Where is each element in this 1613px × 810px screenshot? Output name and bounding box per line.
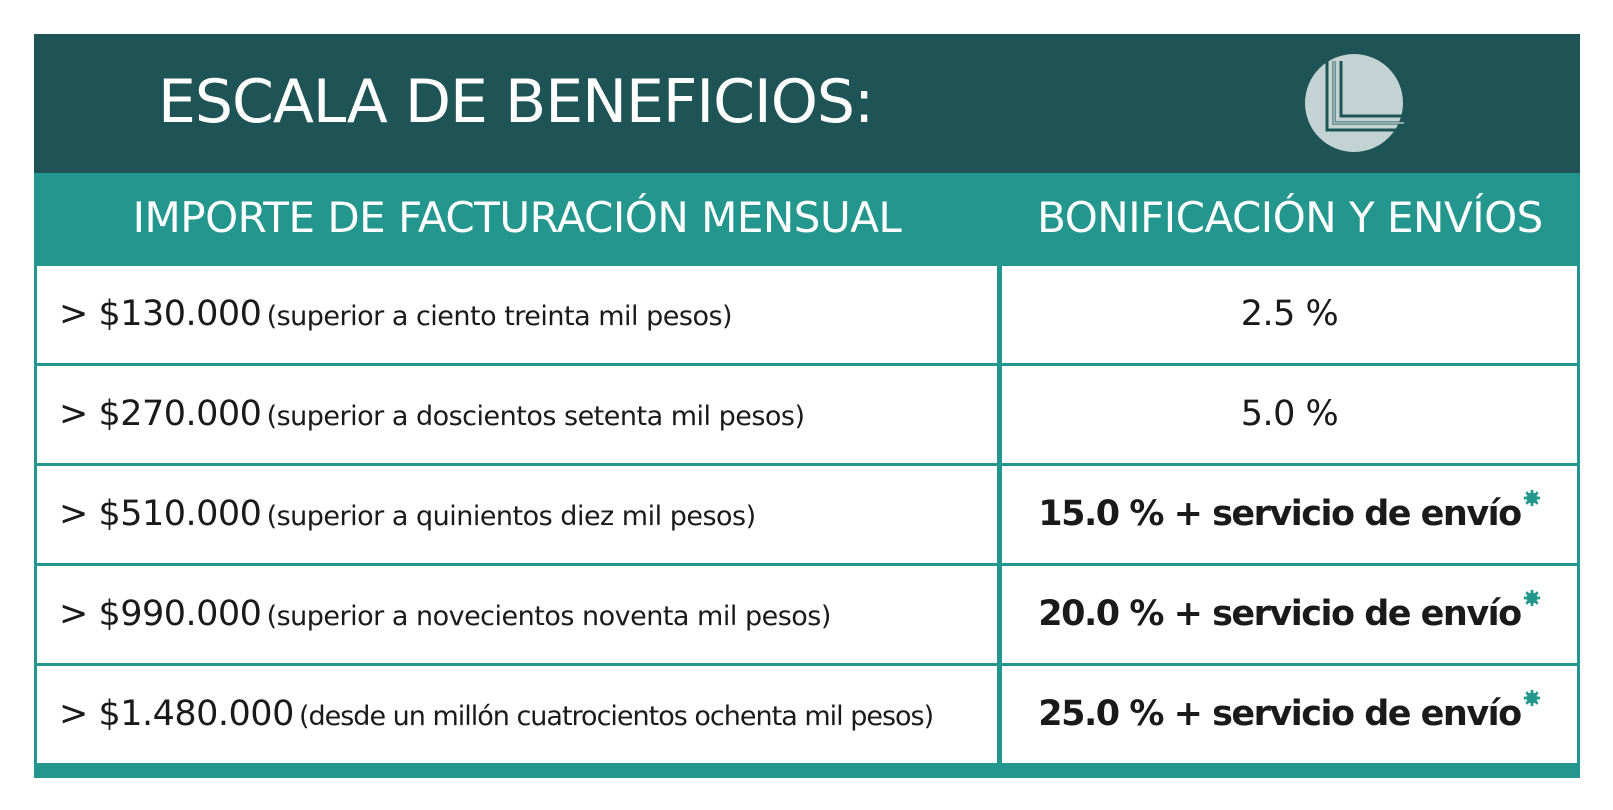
page-title: ESCALA DE BENEFICIOS: bbox=[158, 67, 874, 137]
amount-value: > $1.480.000 bbox=[59, 694, 294, 734]
benefits-card: ESCALA DE BENEFICIOS: IMPORTE DE FACTURA… bbox=[34, 34, 1580, 778]
amount-cell: > $270.000 (superior a doscientos setent… bbox=[37, 366, 997, 463]
table-row: > $130.000 (superior a ciento treinta mi… bbox=[34, 266, 1580, 369]
amount-cell: > $1.480.000 (desde un millón cuatrocien… bbox=[37, 666, 997, 763]
benefit-cell: 20.0 % + servicio de envío bbox=[1002, 566, 1577, 663]
amount-value: > $990.000 bbox=[59, 594, 262, 634]
table-row: > $270.000 (superior a doscientos setent… bbox=[34, 366, 1580, 469]
asterisk-icon bbox=[1523, 689, 1540, 707]
amount-description: (superior a ciento treinta mil pesos) bbox=[266, 301, 733, 332]
table-row: > $1.480.000 (desde un millón cuatrocien… bbox=[34, 666, 1580, 769]
benefit-cell: 2.5 % bbox=[1002, 266, 1577, 363]
brand-logo-icon bbox=[1305, 54, 1404, 152]
header-billing-amount: IMPORTE DE FACTURACIÓN MENSUAL bbox=[132, 193, 902, 242]
amount-value: > $510.000 bbox=[59, 494, 262, 534]
amount-description: (desde un millón cuatrocientos ochenta m… bbox=[298, 701, 934, 732]
table-row: > $990.000 (superior a novecientos noven… bbox=[34, 566, 1580, 669]
amount-cell: > $510.000 (superior a quinientos diez m… bbox=[37, 466, 997, 563]
benefit-value: 5.0 % bbox=[1240, 394, 1339, 434]
table-row: > $510.000 (superior a quinientos diez m… bbox=[34, 466, 1580, 569]
benefit-cell: 15.0 % + servicio de envío bbox=[1002, 466, 1577, 563]
benefit-value: 20.0 % + servicio de envío bbox=[1038, 594, 1522, 634]
header-benefit-shipping: BONIFICACIÓN Y ENVÍOS bbox=[1037, 193, 1543, 242]
benefit-value: 2.5 % bbox=[1240, 294, 1339, 334]
title-bar: ESCALA DE BENEFICIOS: bbox=[34, 34, 1580, 173]
benefit-value: 25.0 % + servicio de envío bbox=[1038, 694, 1522, 734]
amount-description: (superior a quinientos diez mil pesos) bbox=[266, 501, 757, 532]
amount-description: (superior a novecientos noventa mil peso… bbox=[266, 601, 832, 632]
asterisk-icon bbox=[1523, 589, 1540, 607]
amount-value: > $130.000 bbox=[59, 294, 262, 334]
amount-value: > $270.000 bbox=[59, 394, 262, 434]
benefit-cell: 25.0 % + servicio de envío bbox=[1002, 666, 1577, 763]
benefit-value: 15.0 % + servicio de envío bbox=[1038, 494, 1522, 534]
benefits-table: > $130.000 (superior a ciento treinta mi… bbox=[34, 263, 1580, 778]
amount-description: (superior a doscientos setenta mil pesos… bbox=[266, 401, 805, 432]
amount-cell: > $130.000 (superior a ciento treinta mi… bbox=[37, 266, 997, 363]
benefit-cell: 5.0 % bbox=[1002, 366, 1577, 463]
asterisk-icon bbox=[1523, 489, 1540, 507]
amount-cell: > $990.000 (superior a novecientos noven… bbox=[37, 566, 997, 663]
table-header: IMPORTE DE FACTURACIÓN MENSUAL BONIFICAC… bbox=[34, 173, 1580, 263]
